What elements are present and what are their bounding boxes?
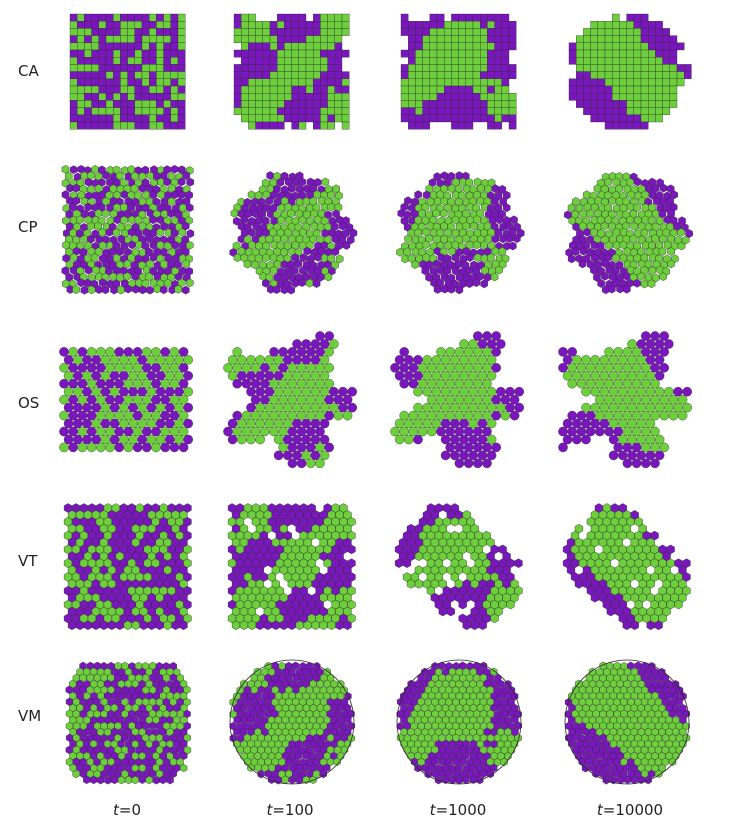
panel-r0-c2 xyxy=(400,13,517,130)
panel-r1-c0 xyxy=(61,164,195,295)
panel-r1-c3 xyxy=(564,171,693,295)
panel-r0-c3 xyxy=(568,13,692,130)
panel-r0-c1 xyxy=(233,13,350,130)
row-label-cp: CP xyxy=(18,218,38,236)
row-label-vm: VM xyxy=(18,707,42,725)
panel-r4-c2 xyxy=(396,659,522,785)
panel-r3-c2 xyxy=(394,503,523,631)
panel-r2-c2 xyxy=(390,331,524,469)
panel-r2-c1 xyxy=(223,331,357,469)
col-label-t0: t=0 xyxy=(112,801,141,819)
col-label-t100: t=100 xyxy=(266,801,314,819)
panel-r2-c0 xyxy=(59,347,193,453)
row-label-os: OS xyxy=(18,394,40,412)
panel-r4-c1 xyxy=(229,659,355,785)
panel-r3-c3 xyxy=(562,503,691,631)
panel-r4-c0 xyxy=(65,661,192,785)
panel-r4-c3 xyxy=(564,659,691,785)
panel-r1-c1 xyxy=(229,171,358,295)
col-label-t1000: t=1000 xyxy=(429,801,487,819)
row-label-ca: CA xyxy=(18,62,39,80)
panel-r3-c1 xyxy=(227,503,356,631)
panel-r0-c0 xyxy=(69,13,186,130)
panel-r1-c2 xyxy=(396,171,525,295)
panel-r3-c0 xyxy=(63,503,192,631)
panel-r2-c3 xyxy=(558,331,692,469)
row-label-vt: VT xyxy=(18,552,38,570)
col-label-t10000: t=10000 xyxy=(596,801,664,819)
